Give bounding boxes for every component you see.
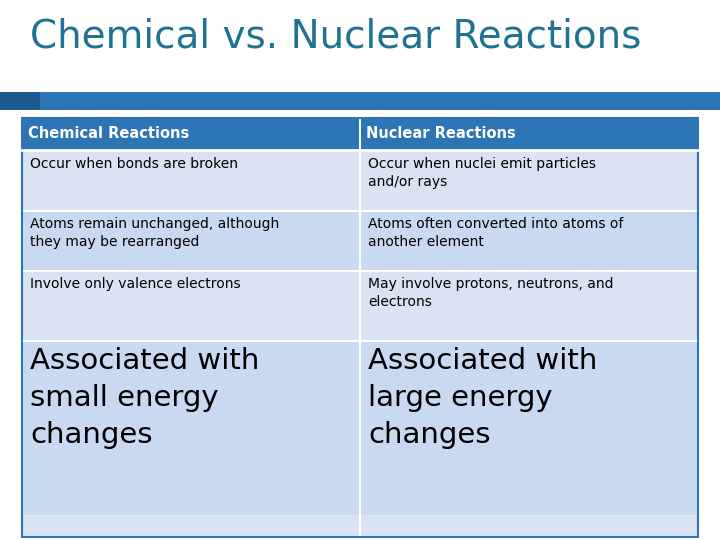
Text: Atoms often converted into atoms of
another element: Atoms often converted into atoms of anot…	[368, 217, 624, 249]
Text: Atoms remain unchanged, although
they may be rearranged: Atoms remain unchanged, although they ma…	[30, 217, 279, 249]
Bar	[359, 340, 361, 515]
Bar	[22, 340, 698, 342]
Bar	[360, 150, 698, 210]
Text: May involve protons, neutrons, and
electrons: May involve protons, neutrons, and elect…	[368, 277, 613, 309]
Bar	[359, 270, 361, 340]
Bar	[359, 118, 361, 150]
Bar	[22, 118, 360, 150]
Bar	[0, 92, 720, 110]
Bar	[359, 150, 361, 210]
Bar	[22, 270, 698, 272]
Text: Nuclear Reactions: Nuclear Reactions	[366, 126, 516, 141]
Bar	[22, 210, 698, 212]
Bar	[359, 515, 361, 537]
Text: Occur when bonds are broken: Occur when bonds are broken	[30, 157, 238, 171]
Bar	[359, 210, 361, 270]
Text: Chemical Reactions: Chemical Reactions	[28, 126, 189, 141]
Bar	[22, 270, 360, 340]
Bar	[22, 340, 360, 515]
Bar	[0, 92, 40, 110]
Text: Chemical vs. Nuclear Reactions: Chemical vs. Nuclear Reactions	[30, 17, 642, 55]
Text: Associated with
small energy
changes: Associated with small energy changes	[30, 347, 259, 449]
Bar	[360, 270, 698, 340]
Bar	[22, 150, 360, 210]
Bar	[360, 340, 698, 515]
Text: Occur when nuclei emit particles
and/or rays: Occur when nuclei emit particles and/or …	[368, 157, 596, 190]
Bar	[22, 515, 360, 537]
Bar	[360, 210, 698, 270]
Bar	[360, 118, 698, 150]
Text: Associated with
large energy
changes: Associated with large energy changes	[368, 347, 598, 449]
Bar	[360, 515, 698, 537]
Bar	[22, 118, 698, 537]
Bar	[22, 210, 360, 270]
Text: Involve only valence electrons: Involve only valence electrons	[30, 277, 240, 291]
